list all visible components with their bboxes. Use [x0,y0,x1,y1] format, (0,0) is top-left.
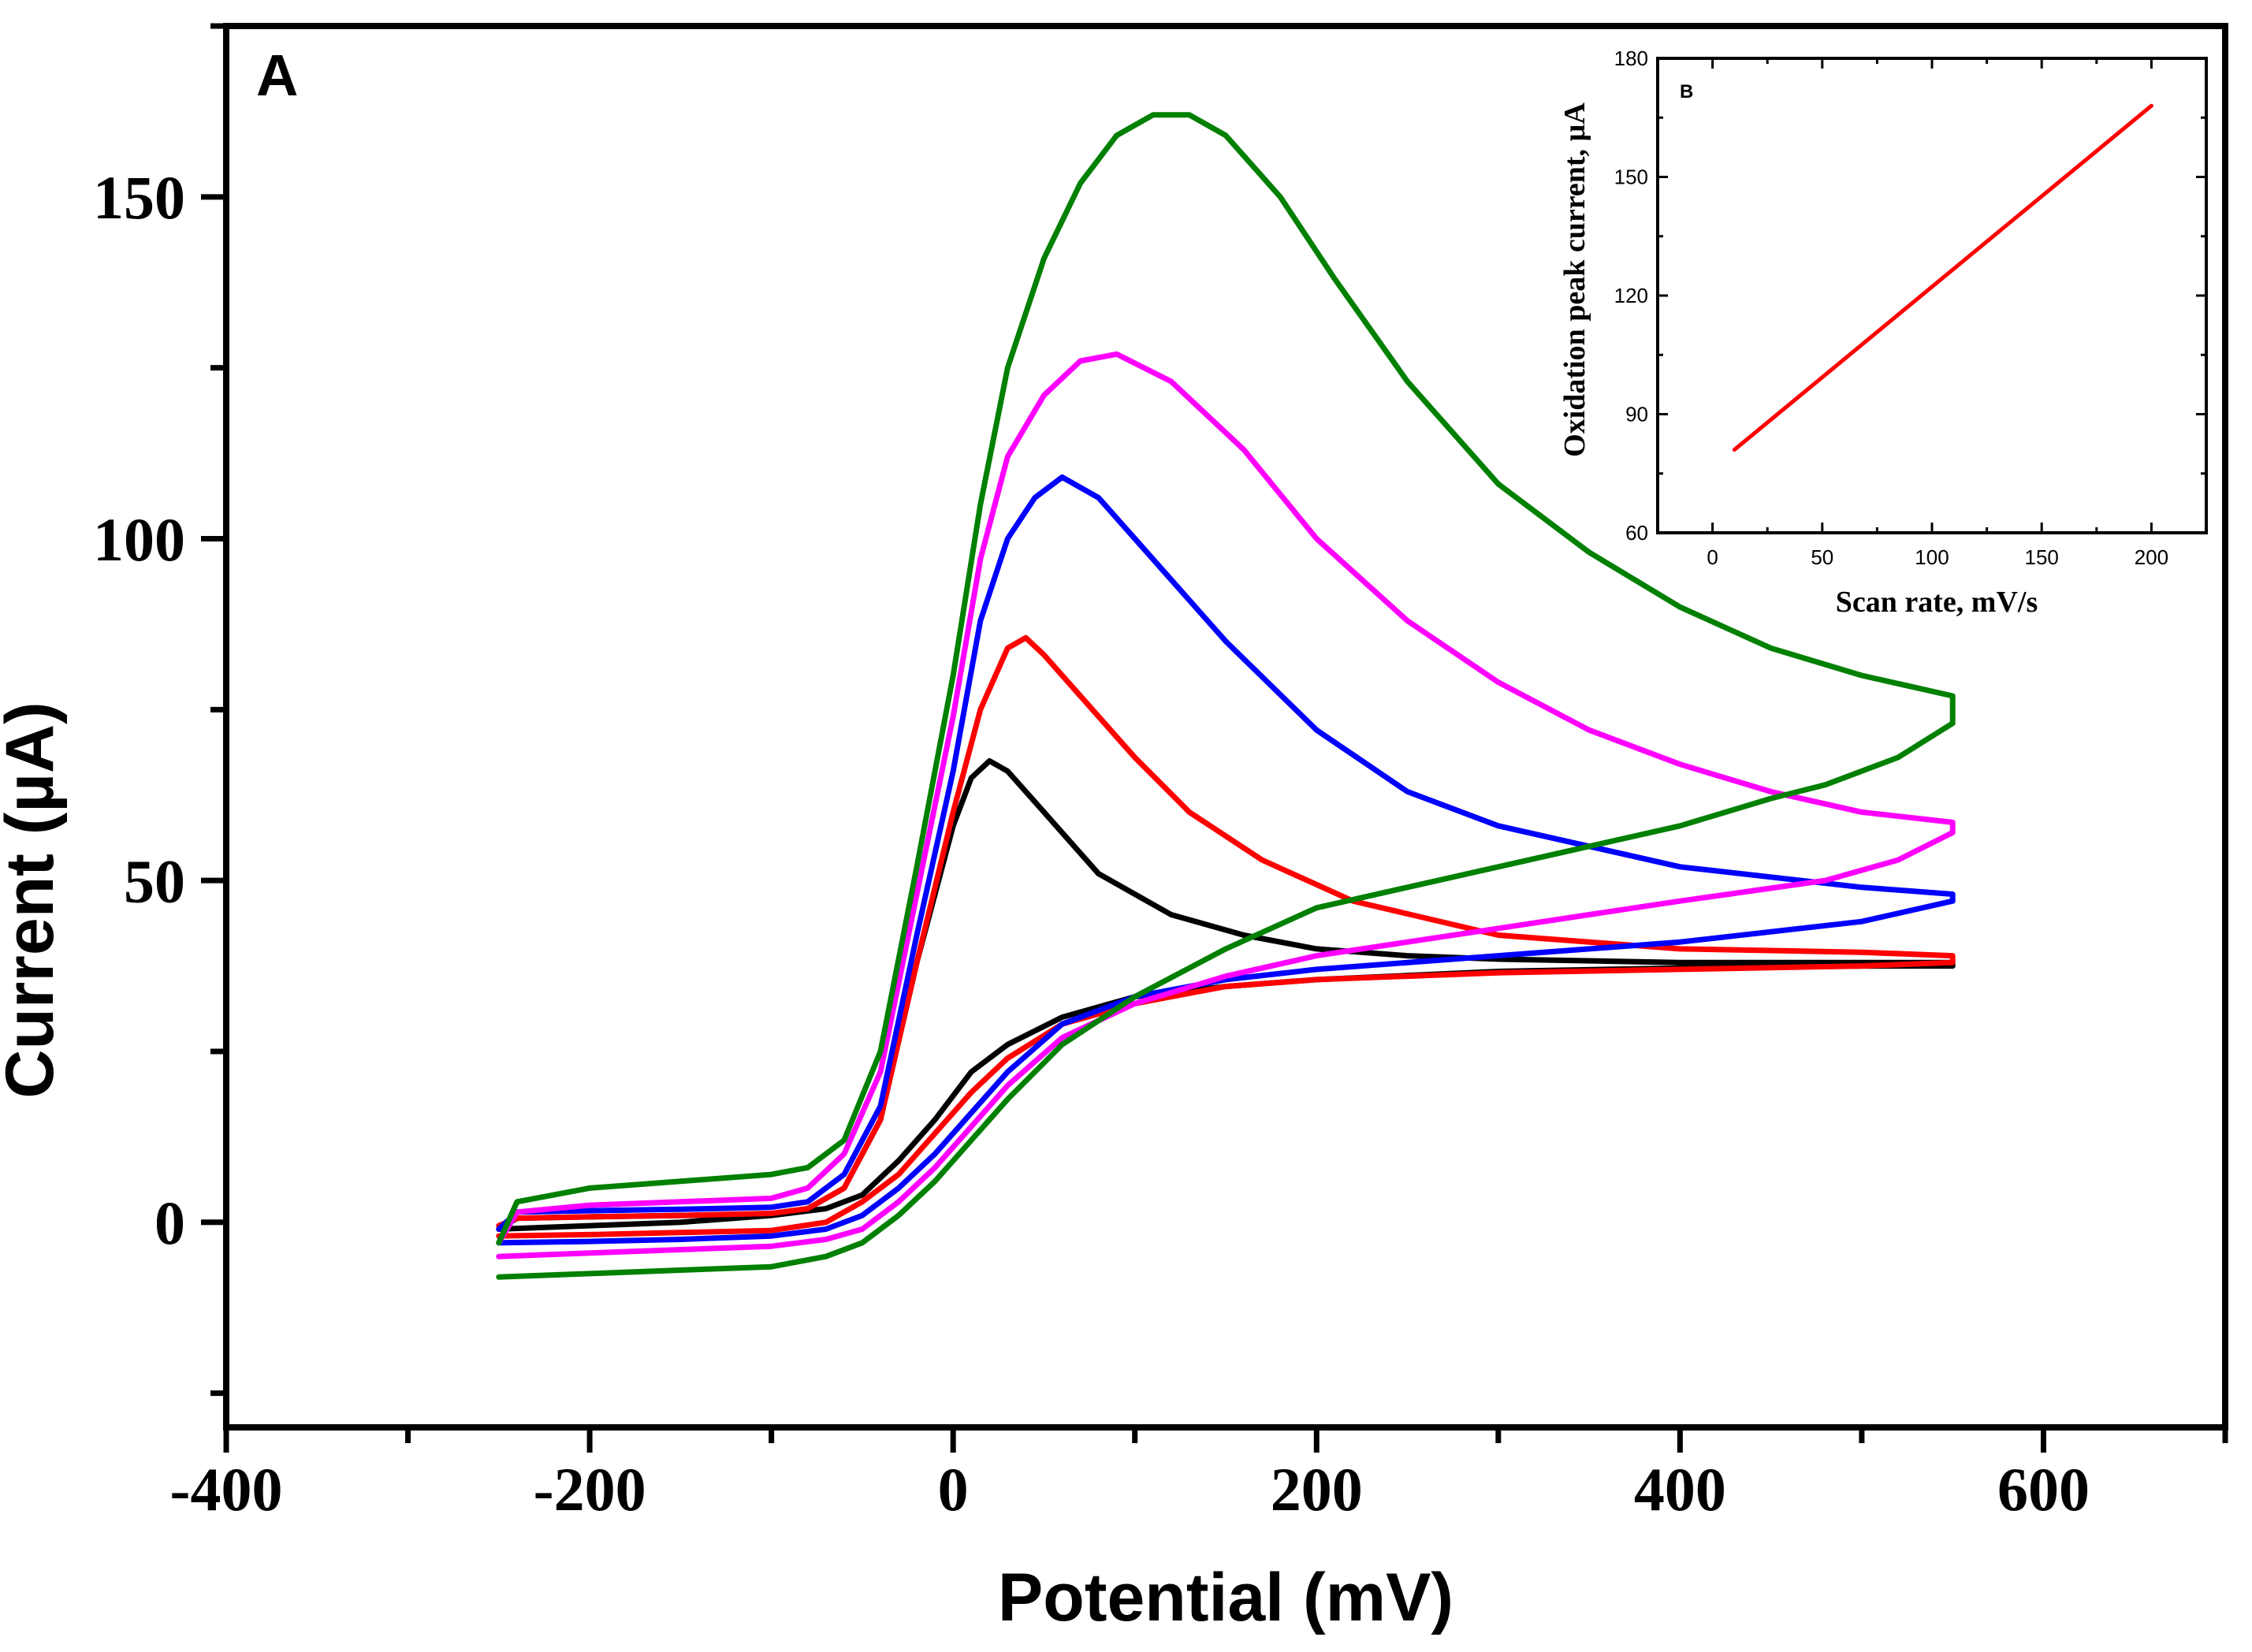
main-x-tick-label: -200 [534,1455,646,1524]
series-line-cv-green [496,112,1956,1280]
main-x-tick-label: -400 [170,1455,283,1524]
inset-x-tick-label: 50 [1811,545,1833,569]
main-x-tick-label: 200 [1271,1455,1363,1524]
main-x-tick-label: 0 [938,1455,969,1524]
inset-x-axis-title: Scan rate, mV/s [1836,586,2038,619]
main-y-axis-title: Current (µA) [0,701,68,1098]
inset-y-axis-title: Oxidation peak current, µA [1558,102,1591,457]
main-y-tick-label: 100 [93,505,185,574]
inset-y-tick-label: 180 [1614,47,1648,70]
main-x-tick-label: 600 [1997,1455,2090,1524]
main-x-tick-label: 400 [1634,1455,1726,1524]
inset-x-tick-label: 200 [2135,545,2168,569]
inset-x-tick-label: 150 [2025,545,2059,569]
inset-y-tick-label: 120 [1614,284,1648,307]
inset-x-tick-label: 0 [1707,545,1718,569]
series-line-cv-blue [496,474,1956,1246]
main-y-tick-label: 0 [154,1189,185,1257]
series-line-cv-black [496,757,1956,1232]
series-line-cv-red [496,634,1956,1239]
inset-y-tick-label: 150 [1614,166,1648,189]
inset-panel-label: B [1680,81,1693,102]
main-plot-frame [223,23,2228,1431]
series-line-peak-current-fit [1732,103,2153,452]
inset-y-tick-label: 90 [1625,403,1648,426]
main-y-tick-label: 50 [124,846,185,915]
series-line-cv-magenta [496,351,1956,1259]
inset-x-tick-label: 100 [1915,545,1949,569]
main-x-axis-title: Potential (mV) [998,1560,1454,1635]
inset-y-tick-label: 60 [1625,521,1648,545]
inset-plot: 0 50 100 150 200 60 90 120 150 180 Scan rate, mV/s… [1558,47,2208,619]
main-y-tick-label: 150 [93,163,185,232]
main-panel-label: A [256,43,298,108]
